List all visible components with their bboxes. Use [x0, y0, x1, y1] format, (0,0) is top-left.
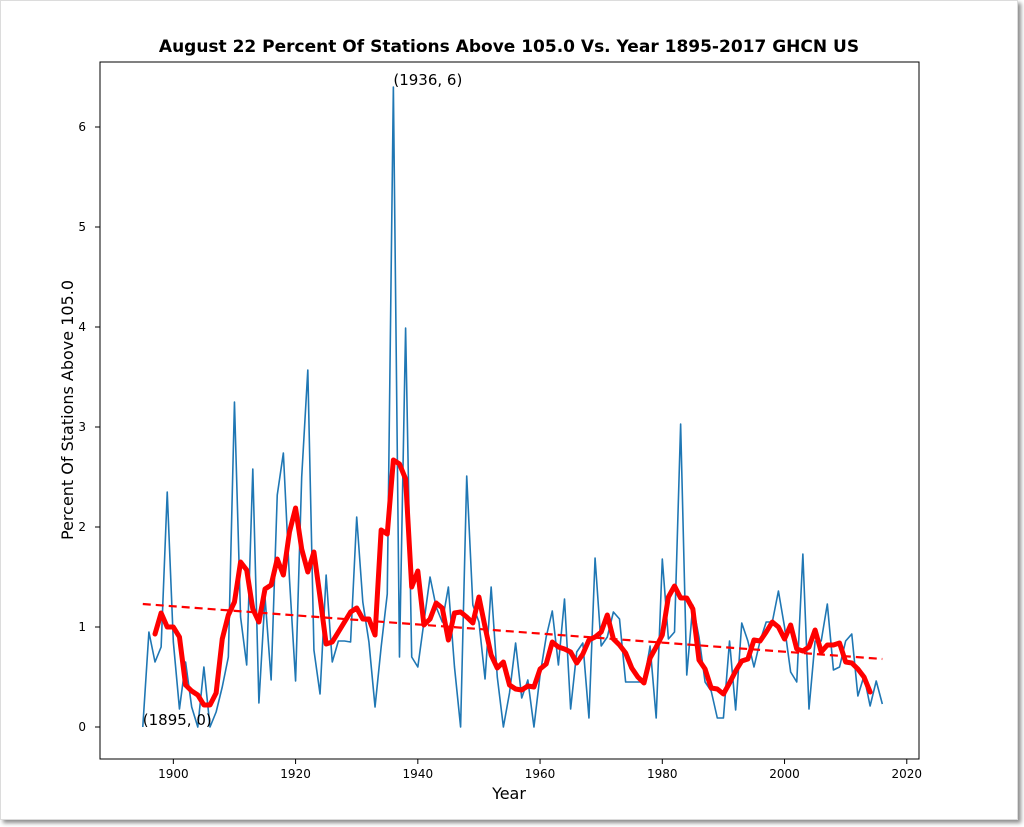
- series-layer: [141, 86, 884, 728]
- y-axis-label: Percent Of Stations Above 105.0: [58, 280, 77, 540]
- x-tick-label: 1940: [403, 767, 434, 781]
- chart-title: August 22 Percent Of Stations Above 105.…: [159, 37, 859, 57]
- y-tick-label: 0: [78, 720, 86, 734]
- x-axis: 1900 1920 1940 1960 1980 2000 2020: [158, 759, 922, 781]
- x-tick-label: 1920: [280, 767, 311, 781]
- y-tick-label: 2: [78, 520, 86, 534]
- smoothed-series-line: [152, 457, 873, 708]
- trend-line: [142, 602, 883, 661]
- annotations: (1936, 6) (1895, 0): [143, 71, 463, 729]
- y-tick-label: 6: [78, 120, 86, 134]
- y-tick-label: 4: [78, 320, 86, 334]
- point-annotation: (1936, 6): [393, 71, 462, 89]
- y-tick-label: 5: [78, 220, 86, 234]
- x-tick-label: 2020: [892, 767, 923, 781]
- point-annotation: (1895, 0): [143, 711, 212, 729]
- x-tick-label: 1980: [647, 767, 678, 781]
- y-axis: 0 1 2 3 4 5 6: [78, 120, 100, 734]
- y-tick-label: 3: [78, 420, 86, 434]
- x-tick-label: 1960: [525, 767, 556, 781]
- x-axis-label: Year: [491, 784, 526, 803]
- x-tick-label: 2000: [769, 767, 800, 781]
- x-tick-label: 1900: [158, 767, 189, 781]
- y-tick-label: 1: [78, 620, 86, 634]
- plot-area: [99, 61, 920, 760]
- raw-series-line: [141, 86, 884, 728]
